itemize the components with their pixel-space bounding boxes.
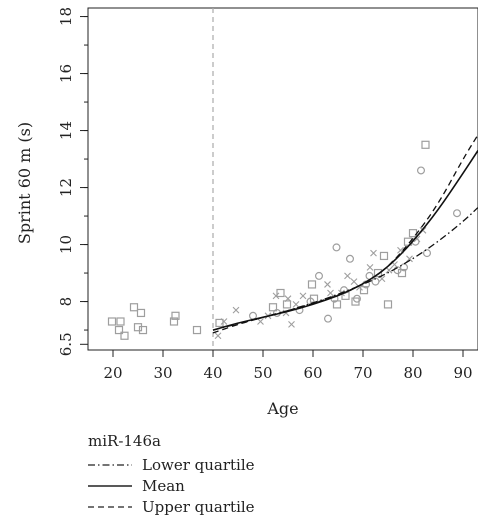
x-tick-label: 80: [403, 364, 422, 382]
point-square: [192, 325, 202, 335]
y-tick-label: 12: [57, 178, 75, 197]
point-circle: [353, 294, 362, 303]
point-square: [421, 140, 430, 149]
x-tick-label: 90: [453, 364, 472, 382]
point-square: [276, 288, 285, 298]
point-cross: [413, 235, 421, 243]
y-tick-label: 8: [57, 297, 75, 307]
point-circle: [332, 243, 341, 252]
point-cross: [257, 318, 264, 325]
solid-line-icon: [88, 484, 132, 487]
point-cross: [350, 278, 358, 285]
point-square: [133, 323, 143, 332]
x-tick-label: 70: [353, 364, 372, 382]
plot-frame: [87, 7, 478, 351]
legend-item-lower-quartile: Lower quartile: [88, 454, 255, 475]
y-tick-label: 18: [57, 7, 75, 26]
point-cross: [292, 301, 300, 308]
point-cross: [214, 332, 222, 340]
point-square: [379, 251, 389, 261]
point-square: [282, 300, 292, 309]
point-cross: [284, 295, 292, 303]
point-cross: [370, 249, 377, 257]
point-cross: [406, 255, 413, 263]
point-circle: [324, 314, 333, 323]
legend-label-upper-quartile: Upper quartile: [142, 497, 255, 516]
point-cross: [220, 318, 228, 325]
y-tick-label: 10: [57, 235, 75, 254]
point-cross: [232, 306, 240, 314]
legend-label-lower-quartile: Lower quartile: [142, 455, 255, 474]
y-tick-label: 14: [57, 121, 75, 140]
point-circle: [417, 166, 426, 175]
point-cross: [327, 289, 334, 297]
legend-title: miR-146a: [88, 432, 161, 450]
legend: miR-146a Lower quartile Mean Upper quart…: [88, 432, 255, 517]
point-square: [171, 311, 180, 320]
x-tick-label: 40: [203, 364, 222, 382]
point-cross: [288, 320, 295, 328]
x-axis-label: Age: [266, 399, 298, 418]
legend-label-mean: Mean: [142, 476, 185, 495]
point-cross: [344, 272, 351, 280]
point-circle: [453, 209, 462, 218]
point-square: [383, 300, 393, 309]
point-cross: [272, 292, 280, 300]
point-square: [373, 268, 383, 278]
y-tick-label: 16: [57, 64, 75, 83]
point-square: [136, 308, 146, 318]
point-square: [107, 317, 117, 326]
point-square: [307, 280, 317, 289]
point-cross: [299, 292, 307, 300]
point-circle: [315, 271, 324, 280]
x-tick-label: 60: [303, 364, 322, 382]
y-tick-label: 6.5: [57, 332, 75, 356]
legend-item-mean: Mean: [88, 475, 255, 496]
point-circle: [346, 254, 355, 263]
point-cross: [366, 263, 374, 271]
point-square: [408, 229, 418, 238]
series-upper-quartile: [212, 134, 478, 334]
legend-item-upper-quartile: Upper quartile: [88, 496, 255, 517]
dashed-line-icon: [88, 505, 132, 508]
series-lower-quartile: [212, 207, 478, 331]
point-square: [268, 303, 278, 312]
point-circle: [423, 249, 432, 258]
x-tick-label: 20: [103, 364, 122, 382]
point-circle: [400, 263, 409, 272]
y-axis-label: Sprint 60 m (s): [15, 122, 34, 244]
dash-dot-line-icon: [88, 463, 132, 466]
series-mean: [212, 150, 478, 331]
x-tick-label: 50: [253, 364, 272, 382]
point-square: [169, 317, 179, 326]
point-square: [129, 303, 139, 312]
point-square: [120, 331, 129, 340]
point-cross: [324, 281, 331, 288]
point-square: [114, 325, 124, 335]
point-cross: [385, 266, 393, 274]
point-square: [116, 317, 125, 326]
x-tick-label: 30: [153, 364, 172, 382]
point-square: [138, 325, 148, 335]
